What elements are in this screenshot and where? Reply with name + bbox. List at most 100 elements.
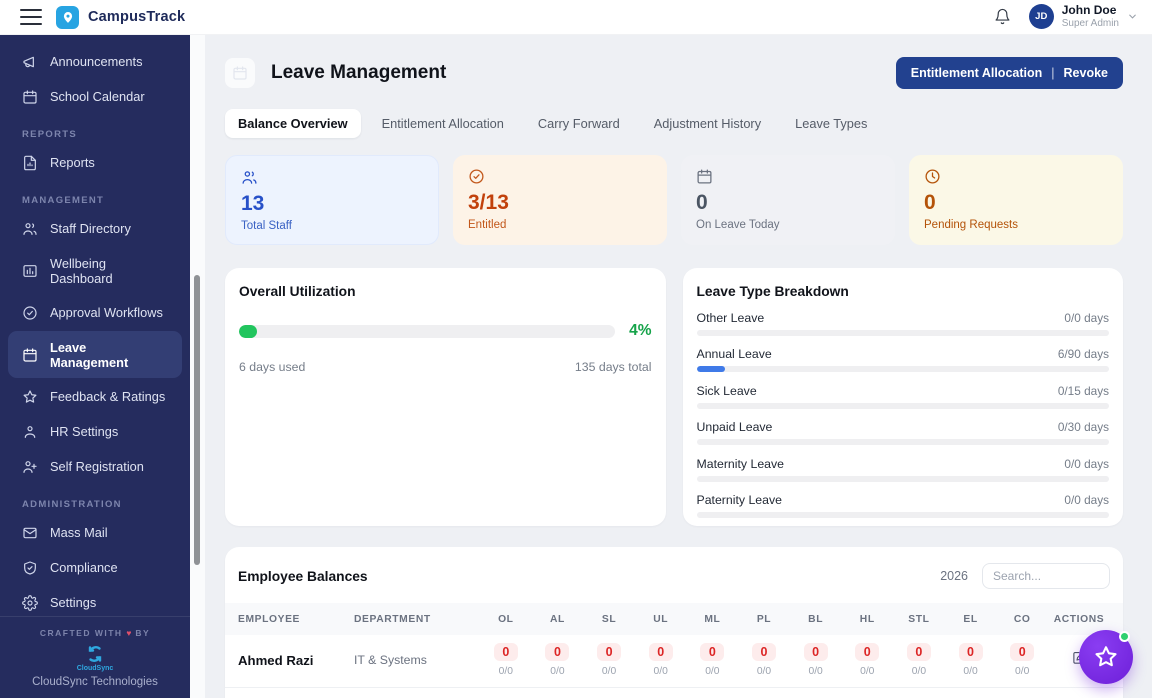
breakdown-row: Sick Leave 0/15 days: [696, 384, 1109, 409]
hamburger-menu-icon[interactable]: [20, 9, 42, 25]
users-icon: [24, 425, 36, 438]
mail-icon: [23, 527, 37, 538]
page-title: Leave Management: [271, 62, 447, 83]
user-menu[interactable]: JD John Doe Super Admin: [1028, 4, 1138, 30]
table-header-row: EMPLOYEE DEPARTMENT OL AL SL UL ML PL BL…: [225, 603, 1123, 635]
campustrack-logo-icon: [56, 5, 79, 29]
tab-adjustment-history[interactable]: Adjustment History: [641, 109, 774, 138]
col-ml: ML: [704, 613, 721, 625]
stat-label: Pending Requests: [924, 219, 1018, 232]
users-icon: [23, 222, 37, 235]
tab-carry-forward[interactable]: Carry Forward: [525, 109, 633, 138]
sidebar-item-approval-workflows[interactable]: Approval Workflows: [8, 296, 182, 329]
chevron-down-icon: [1129, 15, 1136, 20]
breakdown-progress-bar: [696, 402, 1109, 409]
calendar-icon: [697, 169, 712, 184]
star-icon: [1095, 646, 1117, 667]
stat-value: 0: [924, 191, 936, 214]
col-stl: STL: [908, 613, 930, 625]
tab-entitlement-allocation[interactable]: Entitlement Allocation: [369, 109, 517, 138]
col-sl: SL: [601, 613, 617, 625]
notifications-bell-icon[interactable]: [994, 8, 1011, 25]
status-dot: [1119, 631, 1130, 642]
sidebar-footer: CRAFTED WITH ♥ BY CloudSync CloudSync Te…: [0, 616, 190, 698]
col-hl: HL: [859, 613, 875, 625]
sidebar-item-announcements[interactable]: Announcements: [8, 45, 182, 78]
megaphone-icon: [23, 56, 34, 67]
balance-cell-ol: 0 0/0: [480, 643, 532, 677]
calendar-icon: [23, 89, 37, 104]
stat-total-staff: 13 Total Staff: [225, 155, 439, 245]
crafted-with-label: CRAFTED WITH ♥ BY: [39, 628, 151, 638]
topbar: CampusTrack JD John Doe Super Admin: [0, 0, 1152, 35]
utilization-percent: 4%: [629, 322, 652, 339]
gear-icon: [22, 594, 38, 611]
sidebar-item-label: Feedback & Ratings: [50, 389, 166, 404]
entitlement-allocation-label[interactable]: Entitlement Allocation: [910, 66, 1043, 80]
sidebar-item-self-registration[interactable]: Self Registration: [8, 450, 182, 483]
col-bl: BL: [808, 613, 824, 625]
table-row: Ahmed Razi IT & Systems 0 0/0 0 0/0 0 0/0 0…: [225, 635, 1123, 688]
stat-cards: 13 Total Staff 3/13 Entitled 0 On Leave …: [225, 155, 1123, 245]
balance-cell-sl: 0 0/0: [583, 643, 635, 677]
cloudsync-sync-icon: [88, 646, 102, 662]
stat-value: 3/13: [468, 191, 509, 214]
page-title-icon: [225, 58, 255, 88]
balance-cell-stl: 0 0/0: [893, 643, 945, 677]
balance-cell-bl: 0 0/0: [790, 643, 842, 677]
sidebar-item-mass-mail[interactable]: Mass Mail: [8, 516, 182, 549]
days-used-label: 6 days used: [239, 360, 306, 374]
stat-label: Entitled: [468, 219, 507, 232]
sidebar-item-reports[interactable]: Reports: [8, 146, 182, 179]
col-el: EL: [963, 613, 978, 625]
user-plus-icon: [23, 460, 37, 473]
sidebar-item-staff-directory[interactable]: Staff Directory: [8, 212, 182, 245]
breakdown-row: Paternity Leave 0/0 days: [696, 493, 1109, 518]
breakdown-row: Maternity Leave 0/0 days: [696, 457, 1109, 482]
sidebar-item-label: Approval Workflows: [50, 305, 163, 320]
sidebar-item-label: Settings: [50, 595, 97, 610]
balance-cell-pl: 0 0/0: [738, 643, 790, 677]
year-select[interactable]: 2026: [940, 569, 968, 583]
report-file-icon: [24, 155, 36, 170]
entitlement-allocation-revoke-button[interactable]: Entitlement Allocation | Revoke: [895, 57, 1123, 89]
sidebar-item-compliance[interactable]: Compliance: [8, 551, 182, 584]
floating-action-button[interactable]: [1079, 630, 1133, 684]
stat-on-leave-today: 0 On Leave Today: [681, 155, 895, 245]
card-title: Leave Type Breakdown: [696, 284, 849, 299]
sidebar-section-management: MANAGEMENT: [22, 195, 105, 206]
button-divider: |: [1051, 66, 1055, 80]
sidebar-item-hr-settings[interactable]: HR Settings: [8, 415, 182, 448]
tab-balance-overview[interactable]: Balance Overview: [225, 109, 361, 138]
days-total-label: 135 days total: [574, 360, 652, 374]
balance-cell-co: 0 0/0: [996, 643, 1048, 677]
stat-entitled: 3/13 Entitled: [453, 155, 667, 245]
sidebar-item-feedback-ratings[interactable]: Feedback & Ratings: [8, 380, 182, 413]
scrollbar-thumb[interactable]: [194, 275, 200, 565]
breakdown-progress-bar: [696, 439, 1109, 445]
sidebar-item-label: Staff Directory: [50, 221, 131, 236]
revoke-label[interactable]: Revoke: [1063, 66, 1108, 80]
heart-icon: ♥: [126, 628, 132, 638]
check-circle-icon: [23, 305, 37, 320]
calendar-icon: [23, 347, 37, 362]
employee-balances-card: Employee Balances 2026 EMPLOYEE DEPARTME…: [225, 547, 1123, 698]
search-input[interactable]: [982, 563, 1110, 589]
user-role: Super Admin: [1061, 18, 1119, 30]
col-pl: PL: [756, 613, 772, 625]
sidebar-item-settings[interactable]: Settings: [8, 586, 182, 616]
stat-pending-requests: 0 Pending Requests: [909, 155, 1123, 245]
sidebar-item-leave-management[interactable]: Leave Management: [8, 331, 182, 378]
utilization-progress-fill: [239, 324, 257, 338]
sidebar-section-reports: REPORTS: [22, 129, 78, 140]
sidebar-item-school-calendar[interactable]: School Calendar: [8, 80, 182, 113]
brand[interactable]: CampusTrack: [56, 5, 185, 29]
breakdown-progress-bar: [696, 329, 1109, 336]
sidebar-item-label: Self Registration: [50, 459, 144, 474]
tab-bar: Balance Overview Entitlement Allocation …: [225, 109, 1123, 138]
check-circle-icon: [469, 169, 484, 184]
col-ol: OL: [498, 613, 514, 625]
main-content: Leave Management Entitlement Allocation …: [205, 35, 1152, 698]
tab-leave-types[interactable]: Leave Types: [782, 109, 880, 138]
sidebar-item-wellbeing-dashboard[interactable]: Wellbeing Dashboard: [8, 247, 182, 294]
